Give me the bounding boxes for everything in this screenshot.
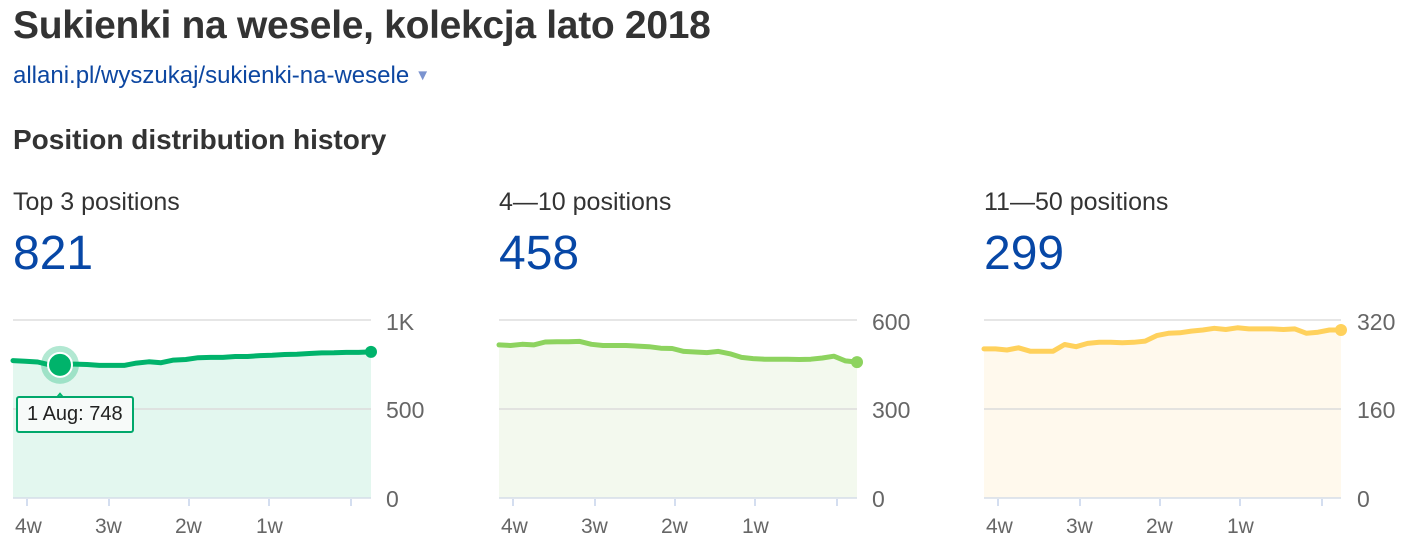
x-tick-4w: 4w <box>986 515 1013 538</box>
panel-value[interactable]: 821 <box>13 227 94 280</box>
panel-top3: Top 3 positions 821 1K 500 0 4w 3w 2w 1w… <box>10 188 463 546</box>
y-tick-mid: 500 <box>386 397 425 423</box>
x-tick-2w: 2w <box>175 515 202 538</box>
x-tick-1w: 1w <box>256 515 283 538</box>
panel-label: 4—10 positions <box>499 188 672 216</box>
x-tick-4w: 4w <box>501 515 528 538</box>
x-tick-3w: 3w <box>581 515 608 538</box>
x-tick-4w: 4w <box>15 515 42 538</box>
panel-4-10: 4—10 positions 458 600 300 0 4w 3w 2w 1w <box>496 188 949 546</box>
panel-label: 11—50 positions <box>984 188 1169 216</box>
panel-label: Top 3 positions <box>13 188 180 216</box>
x-tick-3w: 3w <box>1066 515 1093 538</box>
y-tick-bottom: 0 <box>1357 486 1370 512</box>
section-title: Position distribution history <box>13 124 387 155</box>
caret-down-icon[interactable]: ▼ <box>415 67 431 84</box>
y-tick-bottom: 0 <box>872 486 885 512</box>
panel-value[interactable]: 458 <box>499 227 580 280</box>
x-tick-2w: 2w <box>661 515 688 538</box>
panel-11-50: 11—50 positions 299 320 160 0 4w 3w 2w 1… <box>981 188 1406 546</box>
y-tick-mid: 300 <box>872 397 911 423</box>
x-tick-2w: 2w <box>1146 515 1173 538</box>
x-tick-1w: 1w <box>742 515 769 538</box>
chart-11-50[interactable] <box>981 188 1406 546</box>
url-dropdown[interactable]: allani.pl/wyszukaj/sukienki-na-wesele ▼ <box>13 62 430 90</box>
y-tick-bottom: 0 <box>386 486 399 512</box>
y-tick-top: 1K <box>386 309 415 335</box>
x-tick-3w: 3w <box>95 515 122 538</box>
panel-value[interactable]: 299 <box>984 227 1065 280</box>
chart-top3[interactable] <box>10 188 463 546</box>
y-tick-top: 320 <box>1357 309 1396 335</box>
url-link[interactable]: allani.pl/wyszukaj/sukienki-na-wesele <box>13 62 410 89</box>
y-tick-top: 600 <box>872 309 911 335</box>
page-title: Sukienki na wesele, kolekcja lato 2018 <box>13 4 711 47</box>
chart-tooltip: 1 Aug: 748 <box>16 396 134 433</box>
chart-4-10[interactable] <box>496 188 949 546</box>
x-tick-1w: 1w <box>1227 515 1254 538</box>
y-tick-mid: 160 <box>1357 397 1396 423</box>
